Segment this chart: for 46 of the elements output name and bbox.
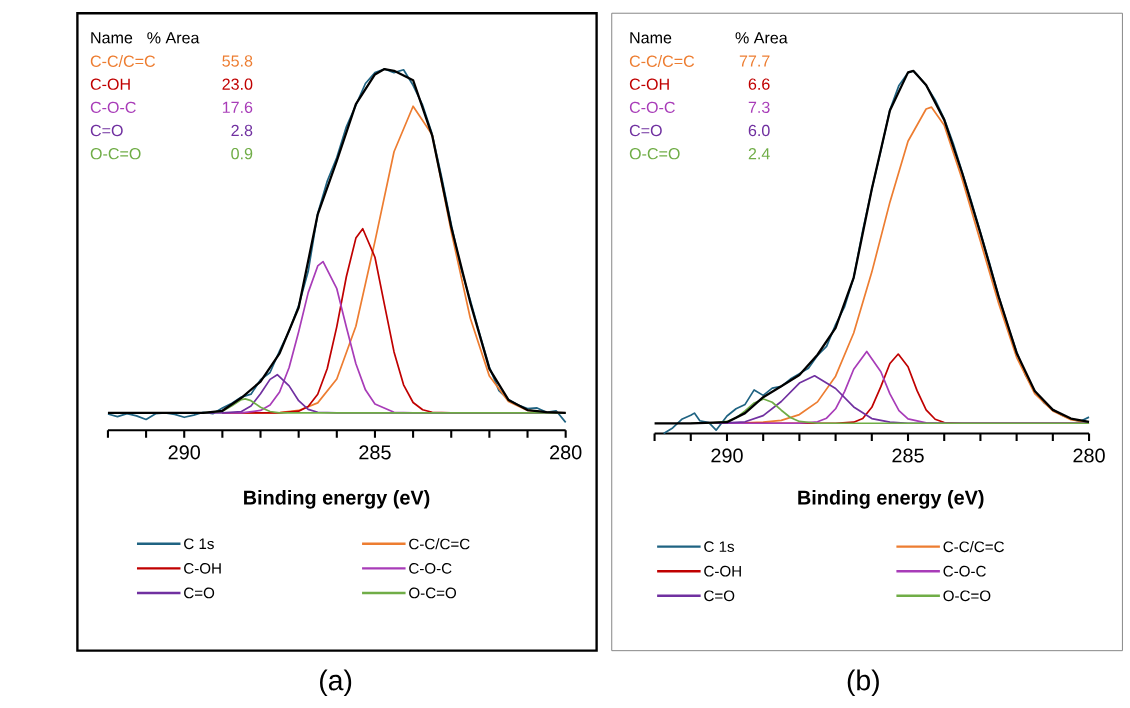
x-axis-title: Binding energy (eV) [244, 489, 430, 509]
text: % Area [147, 32, 200, 44]
text: O-C=O [629, 147, 680, 160]
annotation: 6.6 [748, 78, 770, 90]
text: C=O [629, 124, 662, 137]
legend-label: C-OH [184, 562, 221, 574]
text: C-C/C=C [629, 54, 695, 67]
text: 55.8 [222, 55, 253, 67]
x-tick-label: 290 [711, 448, 743, 463]
text: % Area [735, 32, 788, 44]
annotation: 0.9 [231, 147, 253, 160]
annotation: 2.4 [748, 147, 770, 160]
text: C-O-C [629, 101, 675, 113]
legend-label: C=O [184, 587, 215, 599]
text: 77.7 [739, 55, 770, 67]
text: C-O-C [90, 101, 136, 113]
legend-label: O-C=O [943, 590, 991, 601]
text: C-C/C=C [90, 54, 156, 67]
text: C-OH [629, 78, 669, 90]
text: (a) [320, 669, 352, 696]
legend-label: C-OH [704, 565, 741, 577]
x-tick-label: 285 [359, 445, 391, 460]
annotation: 17.6 [222, 101, 253, 113]
text: C=O [90, 124, 123, 137]
x-tick-label: 285 [892, 448, 924, 463]
text: (b) [847, 669, 879, 696]
text: O-C=O [90, 147, 141, 160]
x-axis-title: Binding energy (eV) [798, 489, 984, 509]
legend-label: C-C/C=C [409, 538, 470, 550]
x-tick-label: 280 [1073, 448, 1105, 463]
legend-label: C 1s [704, 541, 735, 552]
text: Name [91, 32, 133, 44]
legend-label: C 1s [184, 538, 214, 549]
legend-label: C-C/C=C [943, 540, 1004, 553]
annotation: 6.0 [748, 124, 770, 137]
legend-label: O-C=O [409, 587, 457, 599]
annotation: 7.3 [748, 101, 770, 113]
legend-label: C=O [704, 590, 735, 601]
annotation: 23.0 [222, 78, 253, 90]
text: Name [630, 32, 672, 44]
legend-label: C-O-C [409, 562, 452, 574]
x-tick-label: 280 [550, 445, 582, 460]
x-tick-label: 290 [168, 445, 200, 460]
legend-label: C-O-C [943, 565, 986, 577]
text: C-OH [90, 78, 130, 90]
annotation: 2.8 [231, 124, 253, 137]
